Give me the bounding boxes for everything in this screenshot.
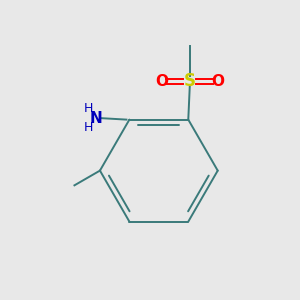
Text: H: H xyxy=(83,121,93,134)
Text: O: O xyxy=(211,74,224,89)
Text: S: S xyxy=(184,72,196,90)
Text: O: O xyxy=(155,74,168,89)
Text: H: H xyxy=(83,102,93,115)
Text: N: N xyxy=(89,111,102,126)
